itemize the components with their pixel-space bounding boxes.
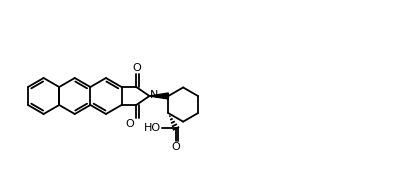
Text: N: N: [150, 90, 158, 100]
Text: HO: HO: [144, 123, 161, 133]
Polygon shape: [149, 93, 168, 99]
Text: O: O: [132, 63, 140, 73]
Text: O: O: [171, 142, 180, 152]
Text: O: O: [125, 119, 134, 129]
